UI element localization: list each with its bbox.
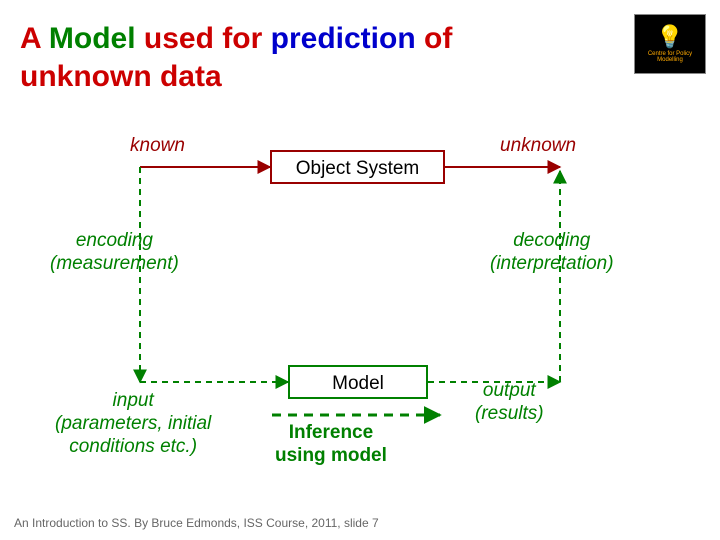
input-label: input(parameters, initialconditions etc.…: [55, 390, 211, 458]
title-word-2: Model: [49, 22, 136, 55]
decoding-label: decoding(interpretation): [490, 230, 614, 276]
slide-title: A Model used for prediction of unknown d…: [20, 20, 452, 95]
output-label: output(results): [475, 380, 544, 426]
object-system-label: Object System: [296, 158, 420, 179]
title-word-5: prediction: [271, 22, 416, 55]
model-node: Model: [288, 365, 428, 399]
model-prediction-diagram: Object System Model known unknown encodi…: [60, 125, 660, 475]
slide-footer: An Introduction to SS. By Bruce Edmonds,…: [14, 516, 379, 530]
logo: 💡 Centre for Policy Modelling: [634, 14, 706, 74]
lightbulb-icon: 💡: [656, 26, 683, 48]
unknown-label: unknown: [500, 135, 576, 158]
logo-caption: Centre for Policy Modelling: [635, 51, 705, 63]
title-word-1: A: [20, 22, 41, 55]
title-word-6: of: [424, 22, 452, 55]
known-label: known: [130, 135, 185, 158]
encoding-label: encoding(measurement): [50, 230, 179, 276]
model-label: Model: [332, 373, 384, 394]
title-word-3: used: [144, 22, 214, 55]
object-system-node: Object System: [270, 150, 445, 184]
inference-label: Inferenceusing model: [275, 422, 387, 468]
title-line-2: unknown data: [20, 58, 452, 96]
title-word-4: for: [222, 22, 262, 55]
